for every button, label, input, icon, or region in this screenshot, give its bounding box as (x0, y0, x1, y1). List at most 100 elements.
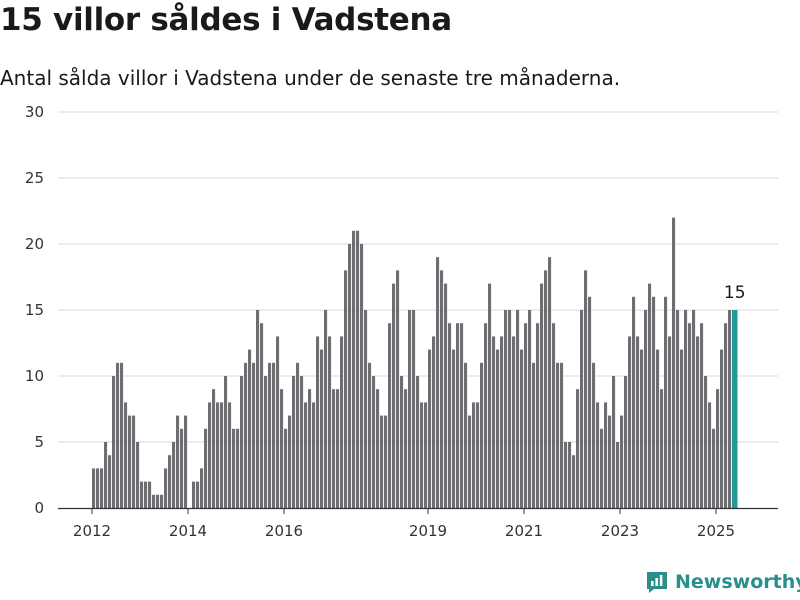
bar (636, 336, 640, 508)
bar (244, 362, 248, 508)
bar (452, 349, 456, 508)
bar (480, 362, 484, 508)
bar (136, 442, 140, 508)
bar (236, 428, 240, 508)
bar (688, 323, 692, 508)
bar (92, 468, 96, 508)
bar (728, 310, 732, 508)
bar (172, 442, 176, 508)
bar (400, 376, 404, 508)
chart-subtitle: Antal sålda villor i Vadstena under de s… (0, 66, 621, 90)
bar (356, 230, 360, 509)
bar (552, 323, 556, 508)
bar (524, 323, 528, 508)
bar (648, 283, 652, 508)
bar (496, 349, 500, 508)
bar (600, 428, 604, 508)
bars (92, 217, 738, 509)
bar (396, 270, 400, 508)
bar (488, 283, 492, 508)
bar (592, 362, 596, 508)
bar (528, 310, 532, 508)
bar (444, 283, 448, 508)
bar (352, 230, 356, 509)
bar (680, 349, 684, 508)
bar (432, 336, 436, 508)
bar (296, 362, 300, 508)
bar (708, 402, 712, 508)
bar (152, 494, 156, 508)
bar (328, 336, 332, 508)
bar (416, 376, 420, 508)
y-tick-label: 20 (25, 235, 44, 253)
bar (628, 336, 632, 508)
x-tick-label: 2025 (697, 522, 735, 540)
bar (596, 402, 600, 508)
bar (268, 362, 272, 508)
bar (556, 362, 560, 508)
bar (144, 481, 148, 508)
bar (120, 362, 124, 508)
bar (544, 270, 548, 508)
bar (684, 310, 688, 508)
bar (696, 336, 700, 508)
bar (212, 389, 216, 508)
bar (368, 362, 372, 508)
bar (128, 415, 132, 508)
bar (520, 349, 524, 508)
y-tick-label: 5 (34, 433, 44, 451)
x-tick-label: 2016 (265, 522, 303, 540)
bar (408, 310, 412, 508)
bar (664, 296, 668, 508)
bar (224, 376, 228, 508)
chart-title: 15 villor såldes i Vadstena (0, 2, 452, 38)
y-tick-label: 10 (25, 367, 44, 385)
bar (180, 428, 184, 508)
bar (608, 415, 612, 508)
bar (380, 415, 384, 508)
brand-name: Newsworthy (675, 571, 800, 593)
x-axis: 2012 2014 2016 2019 2021 2023 2025 (58, 507, 778, 540)
bar (292, 376, 296, 508)
bar (612, 376, 616, 508)
bar (164, 468, 168, 508)
bar (512, 336, 516, 508)
bar (700, 323, 704, 508)
bar (116, 362, 120, 508)
bar (192, 481, 196, 508)
newsworthy-logo-icon (647, 572, 667, 593)
bar (640, 349, 644, 508)
bar (344, 270, 348, 508)
bar (280, 389, 284, 508)
annotations: 15 (724, 283, 746, 303)
bar (616, 442, 620, 508)
bar (440, 270, 444, 508)
bar-latest (732, 310, 738, 508)
bar (392, 283, 396, 508)
bar (264, 376, 268, 508)
bar (692, 310, 696, 508)
bar (132, 415, 136, 508)
bar (240, 376, 244, 508)
bar (256, 310, 260, 508)
y-axis-labels: 0 5 10 15 20 25 30 (25, 103, 44, 517)
bar (208, 402, 212, 508)
latest-value-label: 15 (724, 283, 746, 303)
bar (604, 402, 608, 508)
bar (104, 442, 108, 508)
bar (288, 415, 292, 508)
bar (360, 244, 364, 508)
bar (660, 389, 664, 508)
bar (652, 296, 656, 508)
x-tick-label: 2014 (169, 522, 207, 540)
bar (324, 310, 328, 508)
bar (704, 376, 708, 508)
bar (124, 402, 128, 508)
bar (160, 494, 164, 508)
bar (176, 415, 180, 508)
bar (656, 349, 660, 508)
x-tick-label: 2021 (505, 522, 543, 540)
bar (216, 402, 220, 508)
bar (388, 323, 392, 508)
